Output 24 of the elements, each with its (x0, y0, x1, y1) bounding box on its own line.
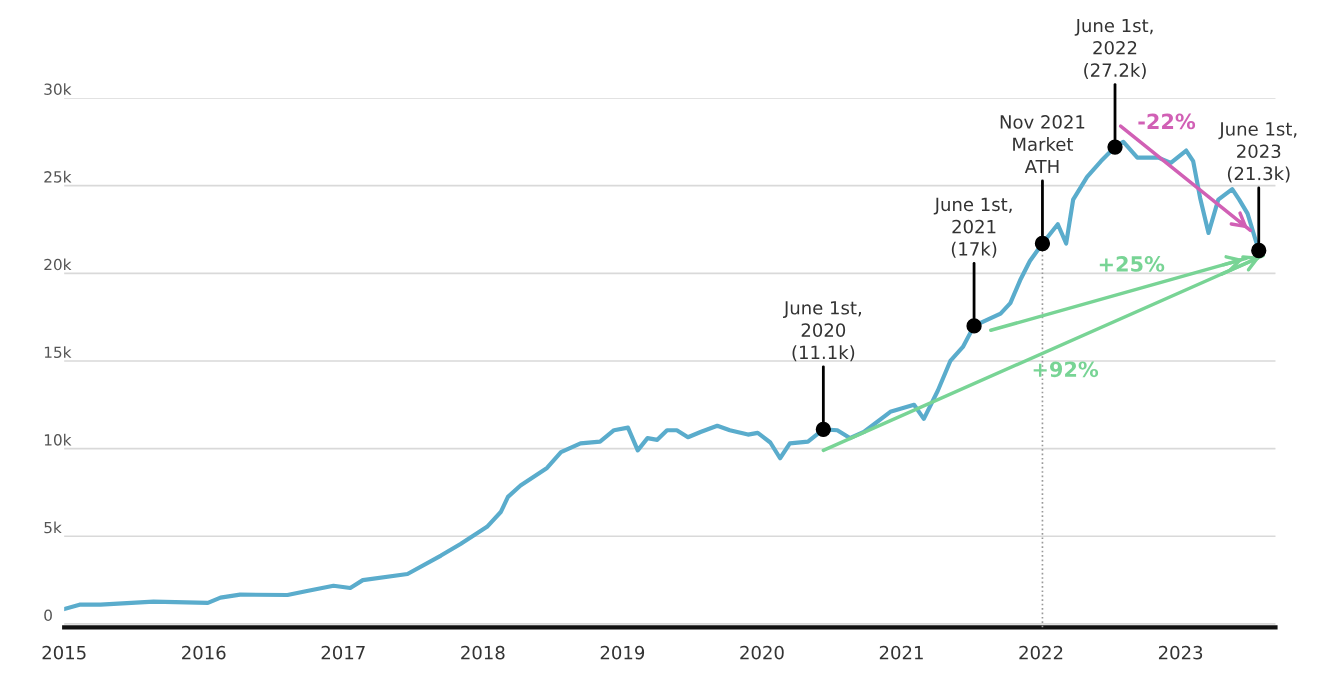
y-tick-label: 0 (44, 609, 52, 621)
x-tick-label: 2020 (740, 645, 784, 660)
annotation: June 1st, 2022 (27.2k) (1074, 18, 1153, 80)
y-tick-label: 15k (44, 346, 72, 358)
x-tick-label: 2019 (600, 645, 645, 660)
y-tick-label: 30k (44, 83, 72, 96)
x-tick-label: 2016 (182, 645, 226, 660)
annotation: June 1st, 2023 (21.3k) (1218, 122, 1297, 183)
y-tick-label: 25k (44, 170, 72, 183)
y-tick-label: 10k (44, 433, 72, 446)
y-tick-label: 20k (44, 258, 72, 271)
x-tick-label: 2018 (461, 645, 505, 660)
x-tick-label: 2017 (321, 645, 365, 660)
series-label: +92% (1033, 361, 1099, 378)
series-label: -22% (1138, 113, 1196, 130)
x-tick-label: 2015 (42, 645, 86, 660)
series-label: +25% (1099, 256, 1165, 272)
x-tick-label: 2021 (879, 645, 923, 660)
x-tick-label: 2023 (1158, 645, 1203, 660)
annotation: June 1st, 2021 (17k) (933, 197, 1012, 258)
annotation: June 1st, 2020 (11.1k) (783, 301, 861, 362)
y-tick-label: 5k (44, 521, 62, 534)
annotation: Nov 2021 Market ATH (1000, 115, 1085, 174)
x-tick-label: 2022 (1019, 645, 1063, 660)
